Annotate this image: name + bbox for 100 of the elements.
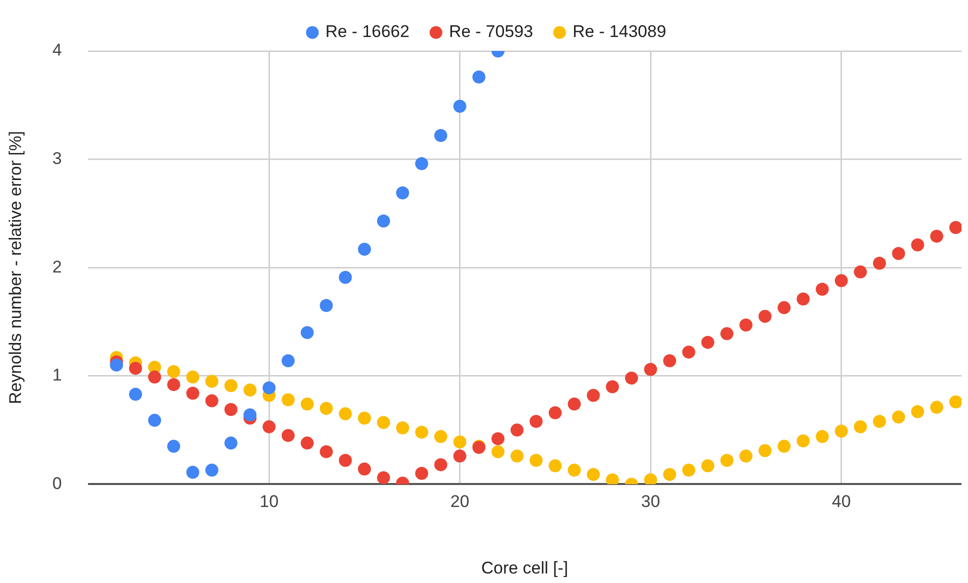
point bbox=[606, 473, 619, 484]
point bbox=[224, 402, 238, 416]
point bbox=[491, 432, 504, 446]
point bbox=[167, 440, 180, 453]
point bbox=[682, 464, 696, 477]
x-tick-label: 20 bbox=[450, 492, 470, 512]
point bbox=[110, 358, 123, 372]
point bbox=[872, 256, 886, 270]
point bbox=[758, 444, 772, 458]
point bbox=[224, 436, 238, 450]
point bbox=[911, 405, 924, 418]
point bbox=[338, 270, 352, 284]
point bbox=[300, 436, 314, 450]
point bbox=[930, 400, 944, 414]
point bbox=[167, 365, 180, 378]
point bbox=[701, 336, 714, 349]
x-tick-label: 10 bbox=[260, 492, 279, 512]
point bbox=[663, 468, 676, 481]
point bbox=[358, 242, 371, 256]
point bbox=[415, 426, 428, 439]
point bbox=[377, 214, 390, 228]
point bbox=[282, 354, 295, 368]
point bbox=[548, 406, 562, 420]
point bbox=[758, 310, 772, 323]
point bbox=[415, 466, 428, 480]
point bbox=[778, 440, 791, 453]
point bbox=[834, 424, 848, 438]
point bbox=[682, 346, 696, 359]
point bbox=[911, 238, 924, 252]
legend-label: Re - 70593 bbox=[448, 22, 534, 42]
point bbox=[148, 370, 162, 384]
point bbox=[167, 378, 180, 392]
point bbox=[854, 420, 867, 434]
point bbox=[491, 445, 504, 458]
x-tick-label: 40 bbox=[832, 492, 851, 512]
point bbox=[320, 402, 333, 415]
point bbox=[129, 388, 142, 401]
point bbox=[453, 100, 466, 113]
point bbox=[205, 374, 218, 388]
point bbox=[625, 372, 638, 385]
point bbox=[262, 420, 276, 434]
point bbox=[377, 416, 390, 429]
point bbox=[568, 464, 581, 477]
point bbox=[282, 428, 295, 442]
point bbox=[186, 386, 200, 400]
point bbox=[720, 454, 734, 467]
point bbox=[377, 471, 390, 484]
point bbox=[663, 354, 676, 368]
point bbox=[606, 380, 619, 394]
point bbox=[338, 454, 352, 467]
point bbox=[453, 450, 466, 463]
point bbox=[892, 247, 906, 260]
legend-label: Re - 143089 bbox=[572, 22, 666, 42]
point bbox=[530, 414, 543, 428]
point bbox=[644, 473, 658, 484]
point bbox=[358, 412, 371, 425]
point bbox=[949, 395, 962, 408]
point bbox=[930, 230, 944, 243]
legend-label: Re - 16662 bbox=[325, 22, 410, 42]
point bbox=[892, 410, 906, 424]
point bbox=[530, 454, 543, 467]
point bbox=[434, 458, 448, 472]
point bbox=[243, 383, 256, 396]
point bbox=[358, 462, 371, 476]
y-tick-label: 0 bbox=[52, 474, 62, 493]
point bbox=[262, 381, 276, 394]
point bbox=[224, 379, 238, 392]
point bbox=[510, 424, 524, 437]
point bbox=[300, 398, 314, 411]
point bbox=[720, 327, 734, 340]
point bbox=[282, 393, 295, 406]
point bbox=[796, 434, 810, 448]
point bbox=[586, 388, 600, 402]
point bbox=[510, 450, 524, 463]
point bbox=[434, 128, 448, 142]
point bbox=[415, 157, 428, 170]
point bbox=[701, 459, 714, 472]
point bbox=[796, 292, 810, 306]
point bbox=[816, 430, 829, 444]
point bbox=[778, 301, 791, 314]
point bbox=[396, 421, 410, 434]
y-tick-label: 3 bbox=[52, 148, 62, 168]
point bbox=[834, 274, 848, 288]
point bbox=[872, 414, 886, 428]
x-axis-title: Core cell [-] bbox=[481, 558, 568, 578]
point bbox=[320, 445, 333, 458]
point bbox=[453, 435, 466, 448]
point bbox=[396, 186, 410, 200]
point bbox=[816, 282, 829, 296]
point bbox=[148, 414, 162, 427]
point bbox=[338, 407, 352, 420]
point bbox=[186, 370, 200, 384]
point bbox=[568, 398, 581, 411]
point bbox=[739, 450, 752, 463]
y-tick-label: 1 bbox=[52, 366, 62, 385]
point bbox=[320, 299, 333, 312]
y-axis-title: Reynolds number - relative error [%] bbox=[6, 131, 25, 404]
point bbox=[854, 265, 867, 278]
y-tick-label: 2 bbox=[52, 257, 62, 276]
point bbox=[434, 430, 448, 444]
